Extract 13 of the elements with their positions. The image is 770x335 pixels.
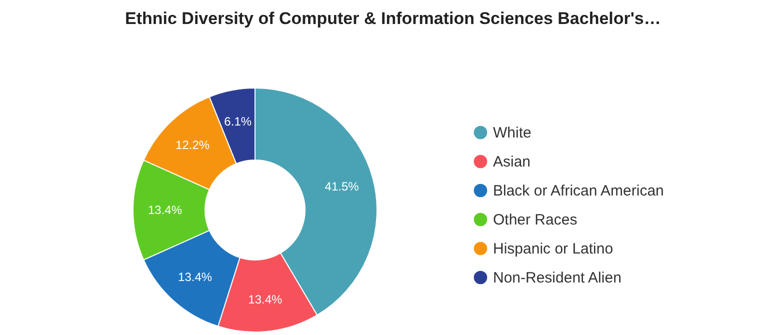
data-label: 13.4% [178, 270, 212, 284]
data-label: 41.5% [324, 179, 360, 194]
legend-label: White [493, 124, 532, 142]
legend-label: Non-Resident Alien [493, 270, 622, 286]
data-label: 6.1% [224, 114, 252, 129]
legend-label: Other Races [493, 212, 578, 228]
legend-label: Asian [493, 154, 531, 170]
data-label: 12.2% [176, 138, 210, 152]
data-label: 13.4% [248, 292, 282, 306]
legend-label: Hispanic or Latino [493, 240, 614, 258]
data-label: 13.4% [148, 203, 182, 217]
chart-title: Ethnic Diversity of Computer & Information Sciences Bachelor's… [125, 9, 661, 28]
legend-label: Black or African American [493, 182, 664, 200]
